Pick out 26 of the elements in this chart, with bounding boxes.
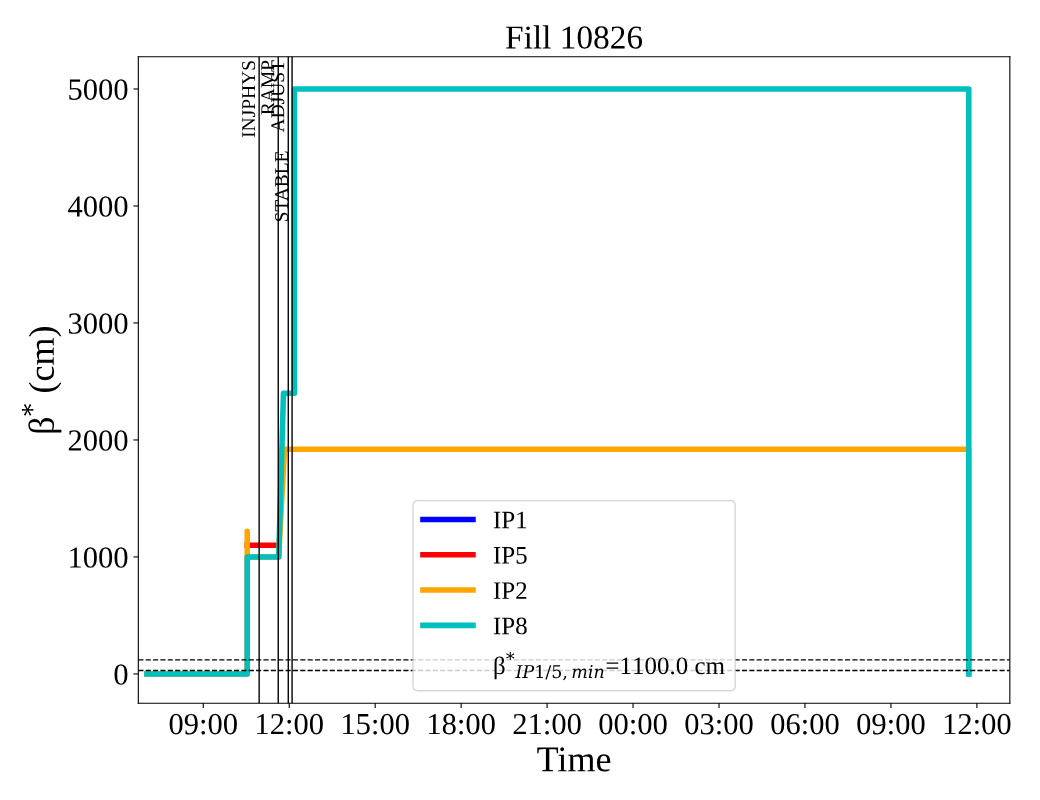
x-axis-title: Time (537, 747, 611, 772)
x-tick-label: 00:00 (599, 713, 667, 735)
y-tick-label: 0 (114, 664, 128, 685)
x-tick-label: 06:00 (771, 713, 839, 735)
ref-line-label: STABLE (275, 151, 289, 222)
x-tick-label: 12:00 (944, 713, 1011, 735)
x-tick-label: 03:00 (685, 713, 753, 735)
x-tick-label: 09:00 (169, 713, 237, 735)
chart-title: Fill 10826 (506, 25, 643, 49)
x-tick-label: 15:00 (343, 713, 409, 735)
x-tick-label: 21:00 (513, 713, 581, 735)
legend-label: IP8 (493, 617, 527, 635)
legend-label: IP5 (493, 547, 527, 564)
y-tick-label: 1000 (70, 547, 128, 568)
legend-label: IP1 (493, 511, 527, 529)
y-tick-label: 2000 (68, 430, 128, 451)
y-axis-title: β$^{*}$ (cm) (21, 327, 62, 433)
ref-line-label: INJPHYS (242, 61, 256, 138)
x-tick-label: 12:00 (257, 713, 323, 735)
x-tick-label: 18:00 (429, 713, 495, 735)
y-tick-label: 4000 (68, 196, 128, 217)
y-tick-label: 5000 (69, 79, 128, 100)
y-tick-label: 3000 (68, 313, 128, 334)
legend-label: IP2 (493, 582, 527, 599)
x-tick-label: 09:00 (857, 713, 925, 735)
annotation: β$^{*}$$_{IP1/5,min}$=1100.0 cm (494, 651, 725, 681)
